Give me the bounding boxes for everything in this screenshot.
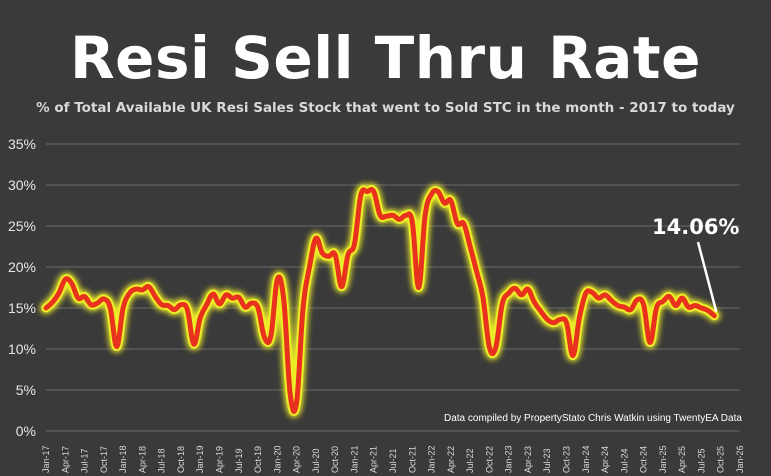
x-tick-label: Jul-24 bbox=[619, 448, 629, 473]
x-tick-label: Apr-18 bbox=[137, 446, 147, 473]
x-tick-label: Jul-17 bbox=[80, 448, 90, 473]
x-tick-label: Jul-25 bbox=[696, 448, 706, 473]
x-tick-label: Oct-19 bbox=[253, 446, 263, 473]
x-tick-label: Apr-25 bbox=[677, 446, 687, 473]
x-tick-label: Jan-25 bbox=[658, 445, 668, 473]
y-tick-label: 35% bbox=[8, 136, 36, 152]
chart-subtitle: % of Total Available UK Resi Sales Stock… bbox=[36, 100, 735, 116]
x-tick-label: Apr-19 bbox=[215, 446, 225, 473]
x-tick-label: Apr-23 bbox=[523, 446, 533, 473]
y-tick-label: 30% bbox=[8, 177, 36, 193]
y-tick-label: 20% bbox=[8, 259, 36, 275]
x-tick-label: Jan-24 bbox=[581, 445, 591, 473]
data-credit: Data compiled by PropertyStato Chris Wat… bbox=[444, 413, 742, 424]
chart-title: Resi Sell Thru Rate bbox=[70, 24, 701, 92]
x-tick-label: Apr-17 bbox=[60, 446, 70, 473]
x-tick-label: Oct-24 bbox=[639, 446, 649, 473]
y-tick-label: 10% bbox=[8, 341, 36, 357]
y-axis-ticks: 0% 5% 10% 15% 20% 25% 30% 35% bbox=[8, 136, 36, 439]
x-tick-label: Jul-19 bbox=[234, 448, 244, 473]
x-axis-ticks: Jan-17 Apr-17 Jul-17 Oct-17 Jan-18 Apr-18 Jul-… bbox=[41, 445, 745, 473]
x-tick-label: Apr-22 bbox=[446, 446, 456, 473]
x-tick-label: Jan-26 bbox=[735, 445, 745, 473]
x-tick-label: Jan-20 bbox=[272, 445, 282, 473]
x-tick-label: Oct-21 bbox=[407, 446, 417, 473]
x-tick-label: Jul-18 bbox=[157, 448, 167, 473]
x-tick-label: Oct-25 bbox=[716, 446, 726, 473]
annotation-label: 14.06% bbox=[652, 215, 739, 239]
x-tick-label: Apr-20 bbox=[292, 446, 302, 473]
x-tick-label: Jan-21 bbox=[349, 445, 359, 473]
x-tick-label: Jan-18 bbox=[118, 445, 128, 473]
x-tick-label: Oct-23 bbox=[562, 446, 572, 473]
series-line-path bbox=[43, 187, 717, 414]
x-tick-label: Oct-18 bbox=[176, 446, 186, 473]
x-tick-label: Jul-20 bbox=[311, 448, 321, 473]
x-tick-label: Jul-23 bbox=[542, 448, 552, 473]
y-tick-label: 0% bbox=[16, 423, 36, 439]
x-tick-label: Apr-24 bbox=[600, 446, 610, 473]
x-tick-label: Jan-22 bbox=[427, 445, 437, 473]
x-tick-label: Oct-17 bbox=[99, 446, 109, 473]
x-tick-label: Jan-19 bbox=[195, 445, 205, 473]
y-tick-label: 5% bbox=[16, 382, 36, 398]
x-tick-label: Jul-22 bbox=[465, 448, 475, 473]
x-tick-label: Oct-22 bbox=[484, 446, 494, 473]
y-tick-label: 15% bbox=[8, 300, 36, 316]
x-tick-label: Jan-23 bbox=[504, 445, 514, 473]
series-line bbox=[40, 183, 721, 418]
annotation-pointer bbox=[696, 241, 718, 313]
x-tick-label: Jul-21 bbox=[388, 448, 398, 473]
x-tick-label: Jan-17 bbox=[41, 445, 51, 473]
y-tick-label: 25% bbox=[8, 218, 36, 234]
x-tick-label: Oct-20 bbox=[330, 446, 340, 473]
x-tick-label: Apr-21 bbox=[369, 446, 379, 473]
